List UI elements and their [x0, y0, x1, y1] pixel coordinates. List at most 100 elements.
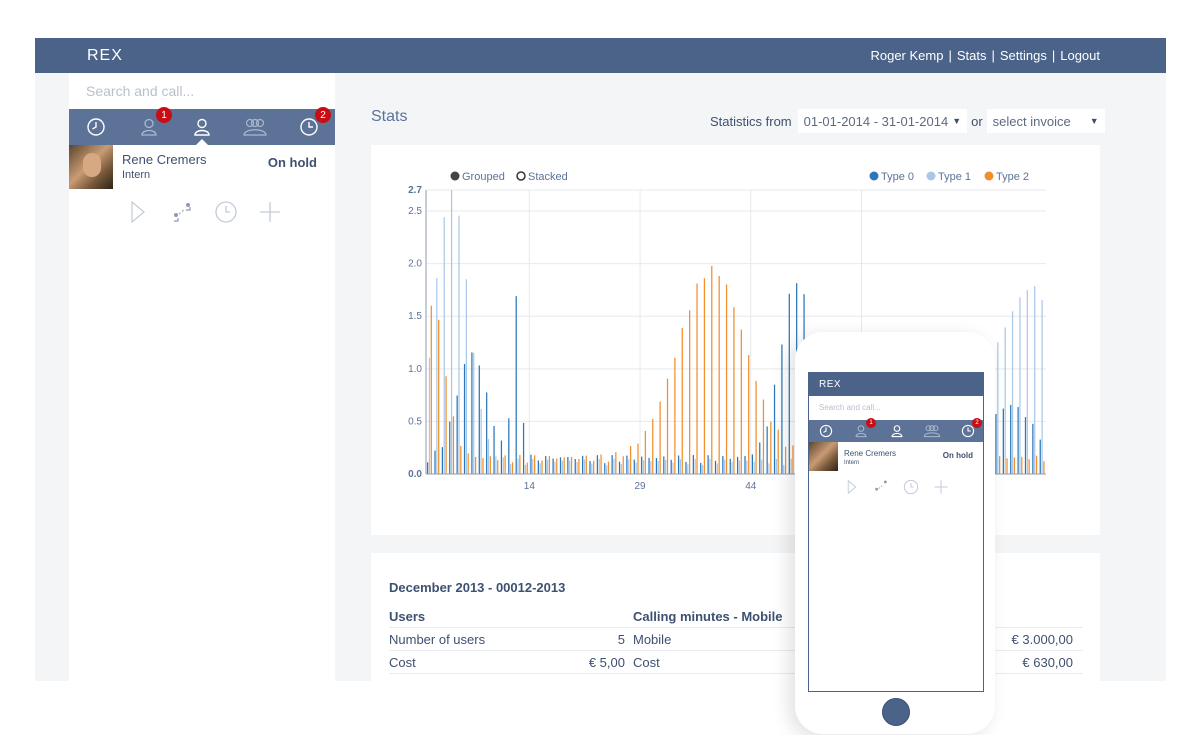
chart-bar	[777, 429, 779, 474]
group-icon[interactable]	[922, 424, 942, 438]
history-icon[interactable]	[961, 424, 975, 438]
add-button[interactable]	[257, 199, 283, 225]
recent-icon[interactable]	[819, 424, 833, 438]
stats-filters: Statistics from 01-01-2014 - 31-01-2014 …	[710, 109, 1105, 133]
x-tick-label: 29	[634, 481, 646, 492]
legend-swatch-type0[interactable]	[869, 171, 879, 181]
grouped-label[interactable]: Grouped	[462, 171, 505, 183]
chart-mode-toggle: Grouped Stacked	[450, 171, 568, 183]
table-row: Number of users 5 Mobile € 3.000,00	[389, 628, 1083, 651]
chart-bar	[576, 462, 578, 474]
chart-bar	[605, 465, 608, 474]
tab-recent[interactable]	[69, 109, 122, 145]
chart-bar	[784, 446, 787, 474]
legend-type2[interactable]: Type 2	[996, 171, 1029, 183]
legend-swatch-type1[interactable]	[926, 171, 936, 181]
chart-bar	[718, 276, 720, 474]
chart-bar	[629, 446, 632, 474]
chart-bar	[652, 418, 654, 474]
legend-type0[interactable]: Type 0	[881, 171, 914, 183]
tab-contacts[interactable]: 1	[122, 107, 175, 145]
app-window: REX Roger Kemp | Stats | Settings | Logo…	[35, 38, 1166, 681]
phone-home-button[interactable]	[882, 698, 910, 726]
contact-active-icon[interactable]	[890, 424, 904, 438]
y-tick-label: 0.0	[408, 469, 422, 480]
invoice-select[interactable]: select invoice ▼	[986, 109, 1105, 133]
chart-legend: Type 0 Type 1 Type 2	[869, 171, 1029, 183]
search-input[interactable]	[69, 73, 335, 109]
chart-bar	[1034, 286, 1036, 474]
legend-swatch-type2[interactable]	[984, 171, 994, 181]
chart-bar	[458, 215, 460, 474]
contact-name: Rene Cremers	[844, 449, 897, 458]
stacked-radio[interactable]	[516, 171, 526, 181]
contact-single-icon[interactable]	[854, 424, 868, 438]
table-row: Cost € 5,00 Cost € 630,00	[389, 651, 1083, 674]
chart-bar	[452, 416, 455, 474]
resume-call-button[interactable]	[125, 199, 151, 225]
legend-type1[interactable]: Type 1	[938, 171, 971, 183]
y-tick-label: 0.5	[408, 416, 422, 427]
chart-bar	[519, 455, 521, 474]
chart-bar	[642, 460, 645, 474]
chart-bar	[641, 456, 643, 474]
row-value: € 630,00	[1022, 655, 1073, 670]
chart-bar	[465, 279, 467, 474]
stats-link[interactable]: Stats	[956, 48, 987, 63]
chart-bar	[670, 459, 672, 474]
play-icon[interactable]	[847, 479, 857, 495]
clock-icon[interactable]	[903, 479, 919, 495]
schedule-button[interactable]	[213, 199, 239, 225]
chart-bar	[674, 357, 676, 474]
chart-bar	[570, 456, 573, 474]
tab-contact-active[interactable]	[175, 109, 228, 145]
transfer-icon[interactable]	[873, 479, 889, 495]
group-icon	[242, 118, 267, 136]
chart-bar	[700, 462, 702, 474]
chart-bar	[751, 454, 754, 474]
chart-bar	[497, 460, 499, 474]
chart-bar	[427, 462, 429, 474]
chart-bar	[788, 293, 790, 474]
phone-icon-bar: 1 2	[809, 418, 983, 442]
chart-bar	[694, 458, 696, 474]
chart-bar	[604, 463, 606, 474]
chart-bar	[474, 456, 477, 474]
chart-bar	[714, 460, 717, 474]
contact-row[interactable]: Rene Cremers Intern On hold	[69, 145, 335, 189]
phone-search-input[interactable]: Search and call...	[819, 403, 881, 412]
chart-bar	[999, 456, 1001, 474]
chart-bar	[569, 460, 571, 474]
chart-bar	[1017, 407, 1019, 474]
chart-bar	[1011, 311, 1014, 474]
settings-link[interactable]: Settings	[999, 48, 1047, 63]
row-label: Number of users	[389, 632, 486, 647]
date-range-select[interactable]: 01-01-2014 - 31-01-2014 ▼	[797, 109, 968, 133]
chart-bar	[471, 352, 473, 474]
chart-bar	[628, 459, 630, 474]
row-value: € 5,00	[588, 655, 625, 670]
invoice-placeholder: select invoice	[992, 113, 1071, 129]
contact-status: On hold	[267, 155, 317, 170]
transfer-button[interactable]	[169, 199, 195, 225]
chart-bar	[450, 190, 453, 474]
history-icon	[299, 118, 318, 136]
chart-bar	[556, 458, 558, 474]
chart-bar	[725, 284, 728, 474]
logout-link[interactable]: Logout	[1060, 48, 1100, 63]
chart-bar	[766, 426, 768, 474]
stacked-label[interactable]: Stacked	[528, 171, 568, 183]
chart-bar	[522, 422, 525, 474]
tab-history[interactable]: 2	[282, 107, 335, 145]
sidebar: 1 2 Rene Cremers Intern On hold	[69, 73, 335, 681]
plus-icon[interactable]	[933, 479, 949, 495]
chart-bar	[657, 461, 659, 474]
user-name-link[interactable]: Roger Kemp	[870, 48, 944, 63]
tab-groups[interactable]	[228, 109, 281, 145]
chart-bar	[548, 456, 551, 474]
contact-name: Rene Cremers	[122, 152, 207, 167]
chart-bar	[685, 461, 687, 474]
chart-bar	[703, 278, 706, 474]
grouped-radio[interactable]	[450, 171, 460, 181]
chart-bar	[655, 458, 658, 474]
